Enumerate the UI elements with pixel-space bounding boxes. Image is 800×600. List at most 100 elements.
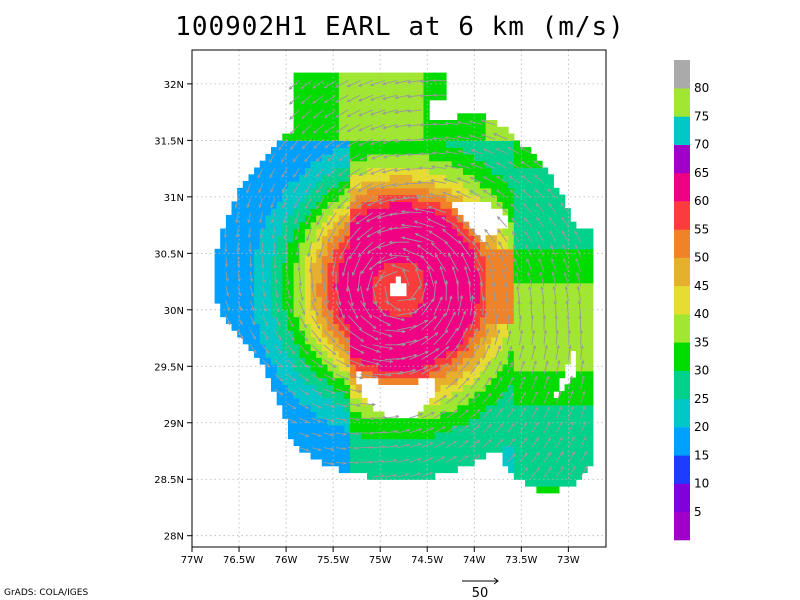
field-cell: [553, 343, 560, 352]
field-cell: [474, 242, 481, 250]
wind-vector: [323, 432, 334, 436]
field-cell: [508, 336, 515, 345]
wind-vector-head: [301, 145, 306, 150]
field-cell: [400, 445, 408, 453]
field-cell: [350, 140, 357, 148]
field-cell: [310, 445, 317, 453]
plot-frame: [191, 49, 607, 548]
field-cell: [259, 296, 266, 304]
field-cell: [299, 120, 306, 128]
field-cell: [485, 174, 492, 182]
field-cell: [530, 418, 537, 426]
wind-vector: [477, 267, 484, 287]
wind-vector-head: [372, 402, 377, 407]
field-cell: [530, 174, 537, 182]
field-cell: [389, 201, 396, 209]
field-cell: [406, 303, 413, 311]
field-cell: [316, 126, 323, 135]
wind-vector: [298, 329, 308, 342]
wind-vector: [262, 344, 270, 354]
field-cell: [446, 187, 453, 196]
field-cell: [530, 187, 537, 196]
field-cell: [395, 445, 402, 453]
wind-vector-head: [292, 405, 297, 410]
field-cell: [423, 106, 430, 114]
field-cell: [321, 248, 328, 257]
wind-vector: [299, 403, 309, 409]
field-cell: [220, 282, 227, 291]
field-cell: [434, 228, 441, 236]
wind-vector-head: [292, 378, 297, 382]
field-cell: [417, 228, 424, 236]
field-cell: [400, 181, 408, 189]
field-cell: [400, 248, 408, 257]
field-cell: [293, 160, 300, 169]
field-cell: [451, 120, 458, 128]
field-cell: [542, 309, 549, 318]
field-cell: [338, 282, 345, 291]
wind-vector-head: [522, 391, 526, 396]
wind-vector-head: [551, 271, 555, 276]
field-cell: [502, 425, 509, 433]
field-cell: [271, 282, 278, 291]
field-cell: [389, 309, 396, 318]
field-cell: [355, 411, 362, 419]
field-cell: [321, 357, 328, 365]
field-cell: [372, 303, 379, 311]
wind-vector-head: [561, 216, 565, 221]
field-cell: [446, 350, 453, 358]
field-cell: [508, 404, 515, 413]
field-cell: [276, 350, 283, 358]
field-cell: [293, 336, 300, 345]
field-cell: [321, 316, 328, 324]
wind-vector: [433, 296, 443, 316]
field-cell: [276, 181, 283, 189]
field-cell: [344, 370, 351, 379]
field-cell: [530, 309, 537, 318]
wind-vector-head: [389, 346, 394, 350]
wind-vector-head: [522, 375, 526, 380]
wind-vector-head: [564, 285, 569, 290]
field-cell: [259, 350, 266, 358]
wind-vector: [295, 227, 300, 240]
wind-vector: [304, 153, 312, 162]
field-cell: [299, 92, 306, 101]
field-cell: [378, 425, 385, 433]
field-cell: [463, 323, 470, 331]
field-cell: [547, 269, 554, 277]
field-cell: [429, 181, 436, 189]
wind-vector-head: [348, 158, 353, 162]
field-cell: [446, 262, 453, 270]
wind-vector: [519, 437, 528, 448]
field-cell: [333, 404, 340, 413]
wind-vector: [543, 391, 550, 404]
field-cell: [367, 323, 374, 331]
field-cell: [254, 350, 261, 358]
wind-vector-head: [293, 189, 297, 194]
field-cell: [508, 133, 515, 141]
wind-vector: [537, 231, 545, 243]
field-cell: [570, 458, 577, 467]
field-cell: [361, 397, 368, 406]
wind-vector-head: [237, 278, 241, 283]
wind-vector: [482, 424, 492, 434]
field-cell: [378, 465, 385, 474]
wind-vector: [535, 203, 545, 213]
wind-vector-head: [482, 148, 487, 152]
field-cell: [423, 357, 430, 365]
field-cell: [338, 153, 345, 162]
field-cell: [457, 296, 464, 304]
wind-vector: [348, 373, 363, 379]
colorbar-label: 75: [694, 110, 709, 124]
field-cell: [361, 167, 368, 175]
colorbar-swatch: [674, 285, 690, 315]
field-cell: [575, 269, 583, 277]
field-cell: [412, 79, 419, 87]
field-cell: [412, 431, 419, 440]
wind-vector-head: [443, 164, 448, 168]
field-cell: [502, 323, 509, 331]
field-cell: [553, 187, 560, 196]
wind-vector: [289, 94, 300, 105]
field-cell: [536, 160, 543, 169]
field-cell: [559, 479, 566, 487]
